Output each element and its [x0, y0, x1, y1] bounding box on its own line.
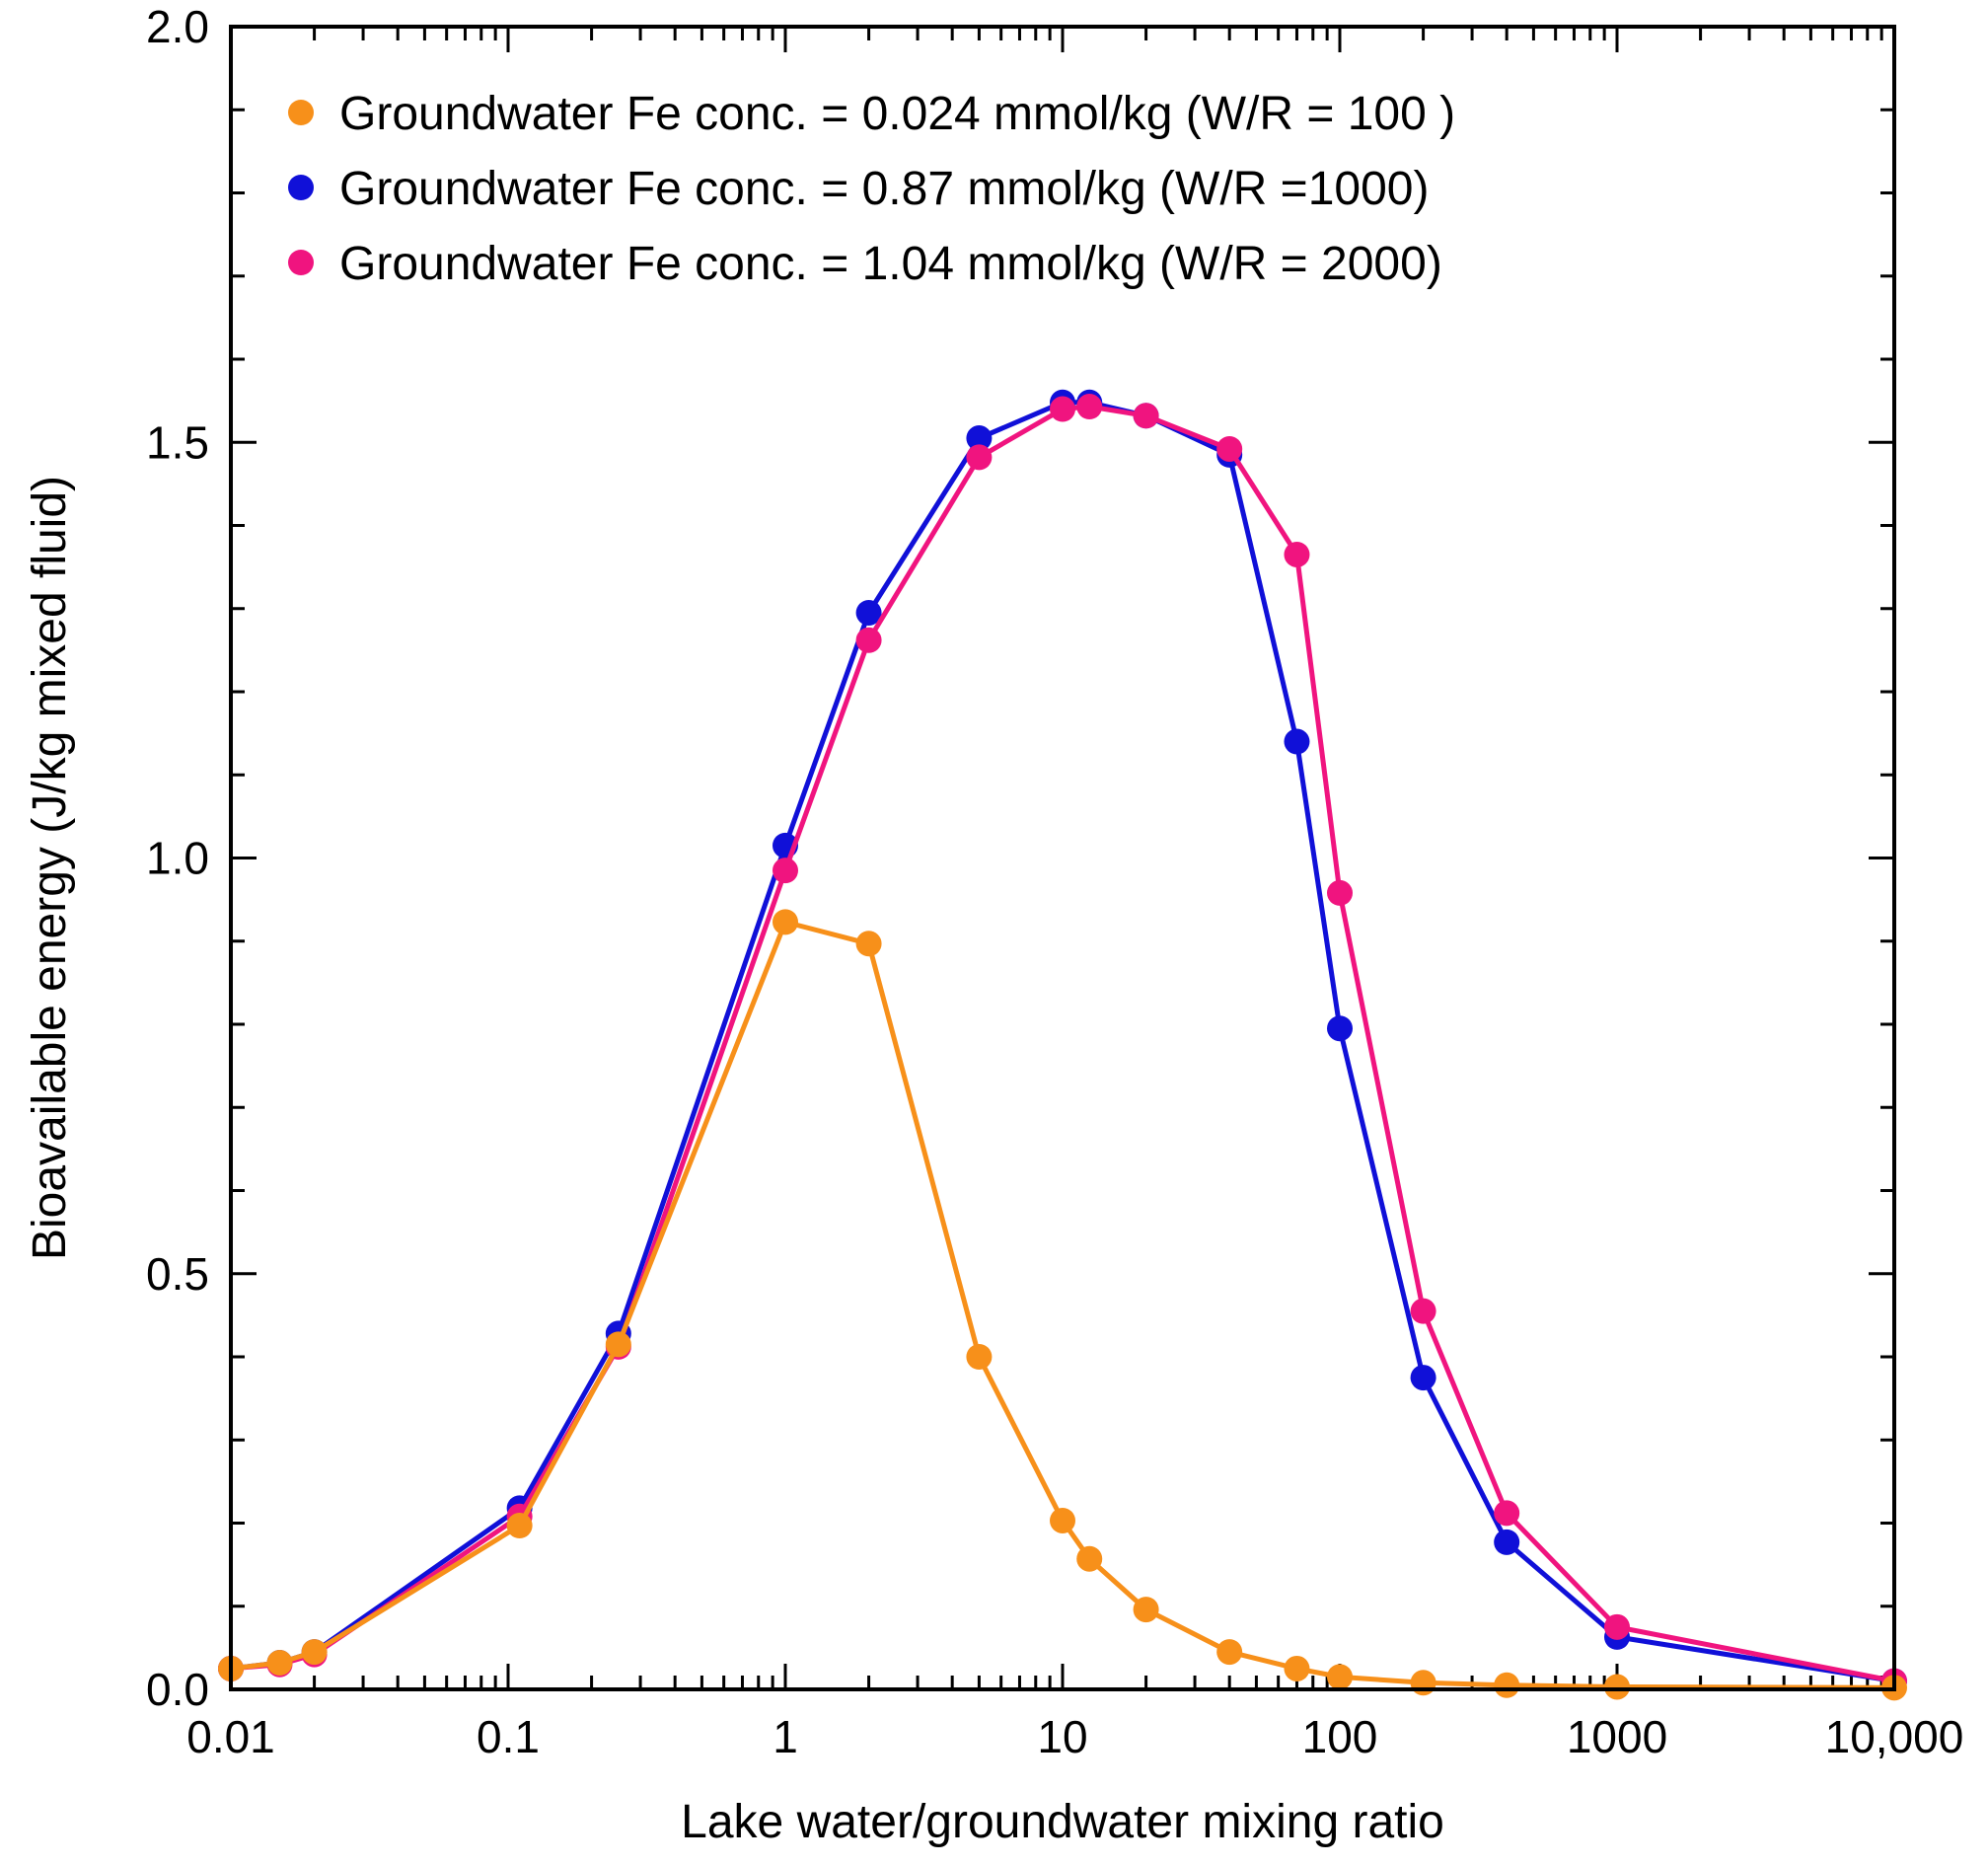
y-tick-label: 0.5 — [146, 1248, 209, 1300]
legend: Groundwater Fe conc. = 0.024 mmol/kg (W/… — [288, 88, 1455, 290]
data-point — [1216, 1639, 1243, 1666]
data-point — [1494, 1500, 1520, 1527]
legend-label: Groundwater Fe conc. = 0.024 mmol/kg (W/… — [339, 88, 1455, 140]
data-point — [855, 627, 882, 653]
data-point — [1410, 1670, 1436, 1696]
x-tick-label: 10,000 — [1825, 1711, 1964, 1762]
data-point — [301, 1639, 328, 1666]
y-tick-label: 1.0 — [146, 833, 209, 884]
series-line — [230, 919, 1895, 1690]
legend-marker — [288, 100, 314, 125]
data-point — [1327, 879, 1353, 906]
data-point — [1410, 1298, 1436, 1324]
data-point — [1284, 1655, 1310, 1681]
y-axis-title: Bioavailable energy (J/kg mixed fluid) — [24, 476, 76, 1260]
data-point — [1050, 1507, 1075, 1533]
data-point — [1327, 1664, 1353, 1690]
data-point — [773, 858, 798, 884]
data-point — [1076, 394, 1103, 420]
y-tick-label: 0.0 — [146, 1664, 209, 1715]
data-point — [966, 425, 993, 452]
x-tick-label: 1 — [773, 1711, 798, 1762]
data-point — [773, 909, 798, 935]
data-point — [1494, 1672, 1520, 1698]
data-point — [506, 1513, 533, 1539]
data-point — [1327, 1015, 1353, 1042]
data-point — [1284, 728, 1310, 755]
y-tick-label: 1.5 — [146, 416, 209, 468]
data-point — [1284, 541, 1310, 567]
data-point — [1494, 1529, 1520, 1555]
data-point — [1050, 396, 1075, 422]
legend-label: Groundwater Fe conc. = 0.87 mmol/kg (W/R… — [339, 163, 1429, 215]
legend-marker — [288, 250, 314, 275]
series-line — [230, 400, 1895, 1684]
x-tick-label: 1000 — [1567, 1711, 1667, 1762]
plot-frame — [229, 25, 1896, 1691]
legend-label: Groundwater Fe conc. = 1.04 mmol/kg (W/R… — [339, 238, 1442, 290]
y-tick-label: 2.0 — [146, 1, 209, 52]
data-point — [1133, 1597, 1159, 1623]
series-2 — [218, 909, 1907, 1701]
axis-ticks — [229, 25, 1896, 1691]
data-point — [966, 444, 993, 471]
data-point — [1076, 1545, 1103, 1572]
x-axis-title: Lake water/groundwater mixing ratio — [681, 1796, 1444, 1848]
x-tick-label: 10 — [1037, 1711, 1087, 1762]
tick-labels: 0.01 0.1 1 10 100 1000 10,000 0.0 0.5 1.0 1.5 2.0 — [146, 1, 1963, 1762]
data-point — [1410, 1365, 1436, 1391]
x-tick-label: 0.1 — [477, 1711, 540, 1762]
x-tick-label: 100 — [1302, 1711, 1378, 1762]
x-tick-label: 0.01 — [186, 1711, 275, 1762]
legend-marker — [288, 175, 314, 200]
data-point — [605, 1331, 631, 1358]
data-point — [966, 1344, 993, 1370]
data-point — [1604, 1613, 1630, 1640]
data-point — [1133, 403, 1159, 429]
data-point — [855, 931, 882, 957]
data-point — [855, 599, 882, 626]
series-line — [230, 404, 1895, 1684]
data-point — [1216, 435, 1243, 462]
data-point — [1604, 1674, 1630, 1700]
data-point — [266, 1650, 293, 1677]
